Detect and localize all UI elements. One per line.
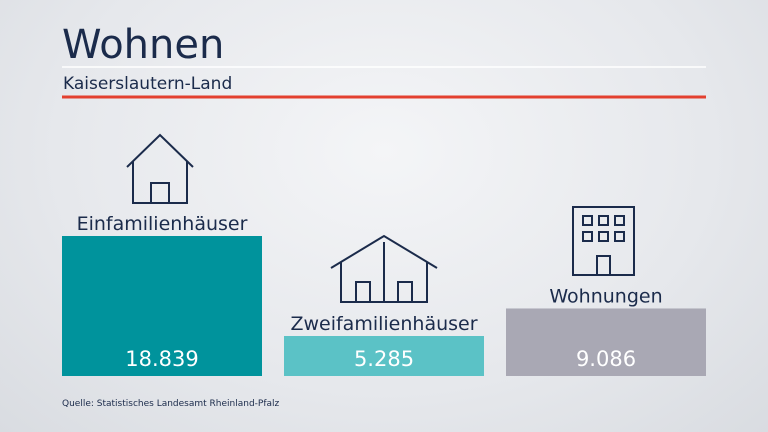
category-label: Wohnungen <box>549 285 662 307</box>
category-label: Zweifamilienhäuser <box>290 313 477 335</box>
bar-value-label: 18.839 <box>125 347 198 371</box>
category-label: Einfamilienhäuser <box>77 213 248 235</box>
two-family-house-icon <box>330 234 438 303</box>
chart-title: Wohnen <box>62 22 224 68</box>
source-note: Quelle: Statistisches Landesamt Rheinlan… <box>62 399 280 409</box>
apartment-building-icon <box>572 206 635 276</box>
bar-2 <box>284 336 484 376</box>
bar-1 <box>62 236 262 376</box>
bar-value-label: 5.285 <box>354 347 414 371</box>
bar-value-label: 9.086 <box>576 347 636 371</box>
accent-rule <box>62 95 706 99</box>
bar-3 <box>506 308 706 376</box>
house-icon <box>126 133 194 204</box>
chart-subtitle: Kaiserslautern-Land <box>63 74 232 94</box>
bars-layer: 18.839 Einfamilienhäuser 5.285 Zweifamilien… <box>62 213 706 376</box>
